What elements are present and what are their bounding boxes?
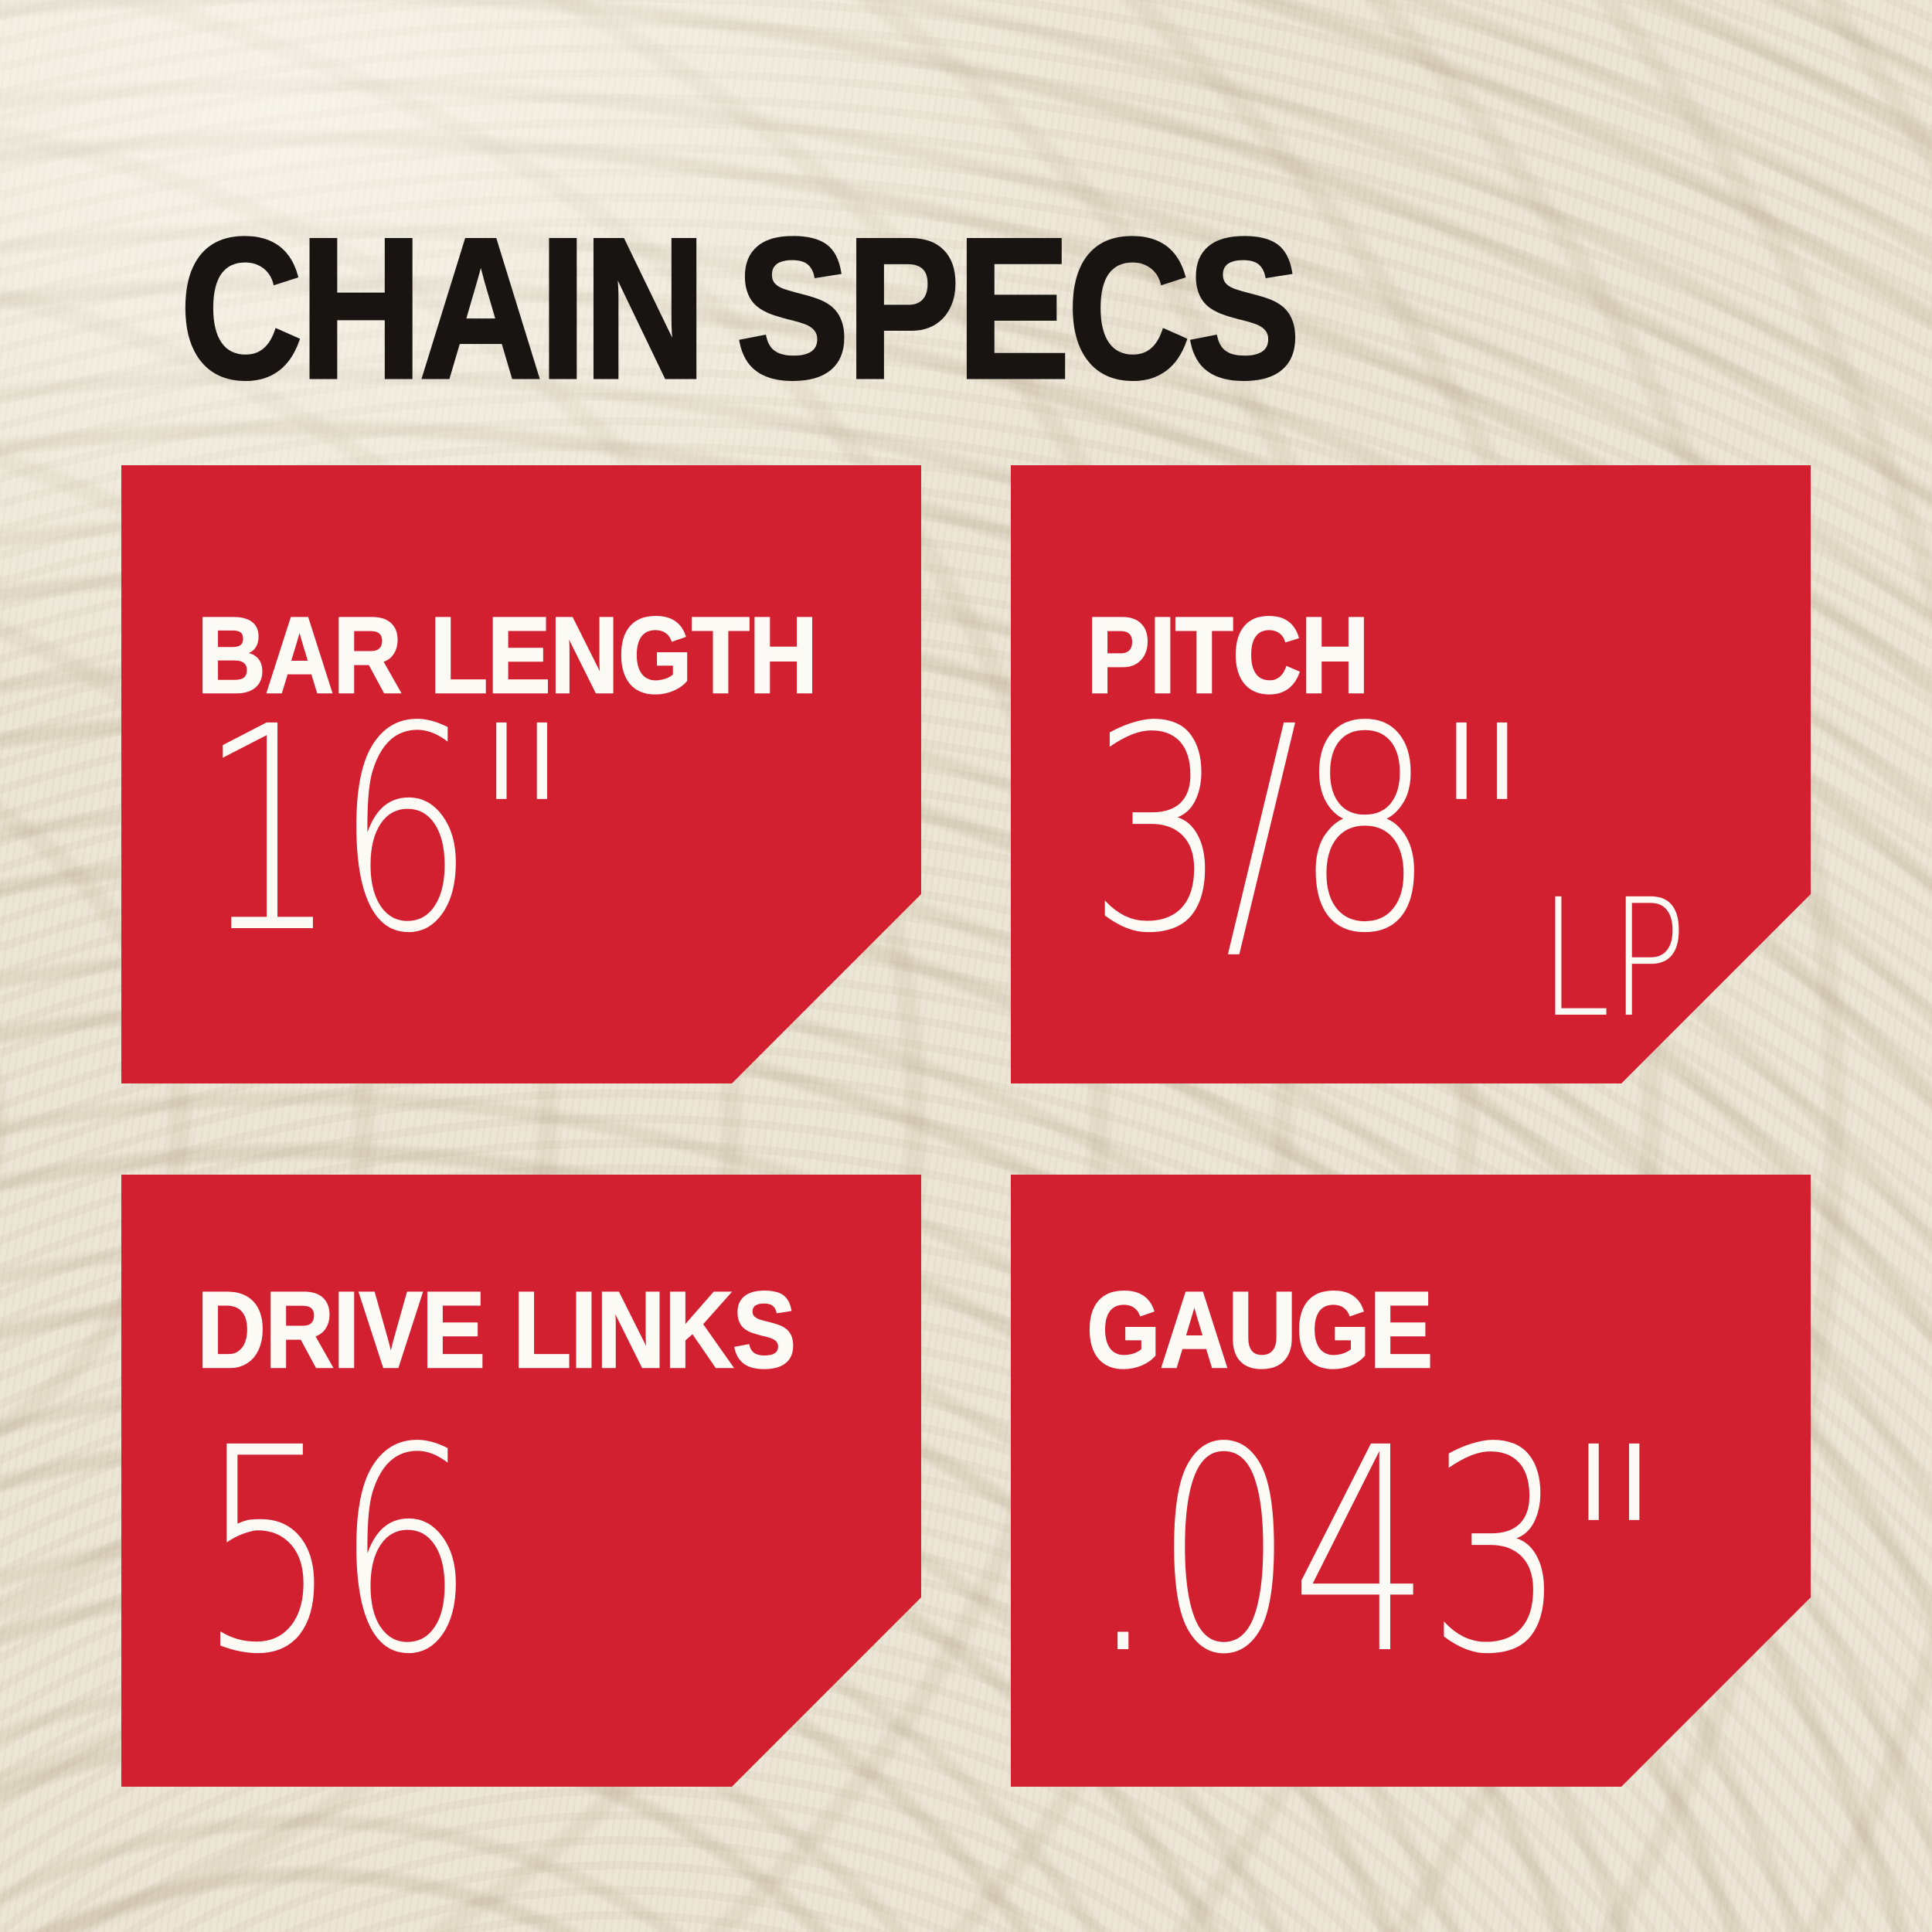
spec-value-bar-length: 16" (199, 690, 580, 972)
spec-card-pitch: PITCH 3/8"LP (1011, 465, 1811, 1083)
spec-value-suffix-lp: LP (1539, 864, 1687, 1053)
spec-card-bar-length: BAR LENGTH 16" (121, 465, 921, 1083)
spec-label-pitch: PITCH (1087, 594, 1369, 716)
spec-card-drive-links: DRIVE LINKS 56 (121, 1175, 921, 1787)
spec-label-bar-length: BAR LENGTH (197, 594, 818, 716)
spec-card-gauge: GAUGE .043" (1011, 1175, 1811, 1787)
spec-value-text: 16" (199, 667, 570, 995)
spec-value-gauge: .043" (1088, 1411, 1672, 1693)
page-title: CHAIN SPECS (179, 196, 1302, 420)
spec-value-drive-links: 56 (199, 1411, 482, 1693)
spec-cards-grid: BAR LENGTH 16" PITCH 3/8"LP DRIVE LINKS … (121, 465, 1811, 1787)
spec-value-text: 3/8" (1088, 667, 1529, 995)
spec-value-text: .043" (1088, 1388, 1662, 1716)
spec-label-gauge: GAUGE (1087, 1269, 1433, 1390)
spec-value-text: 56 (199, 1388, 471, 1716)
spec-value-pitch: 3/8"LP (1088, 690, 1687, 972)
spec-label-drive-links: DRIVE LINKS (197, 1269, 796, 1390)
